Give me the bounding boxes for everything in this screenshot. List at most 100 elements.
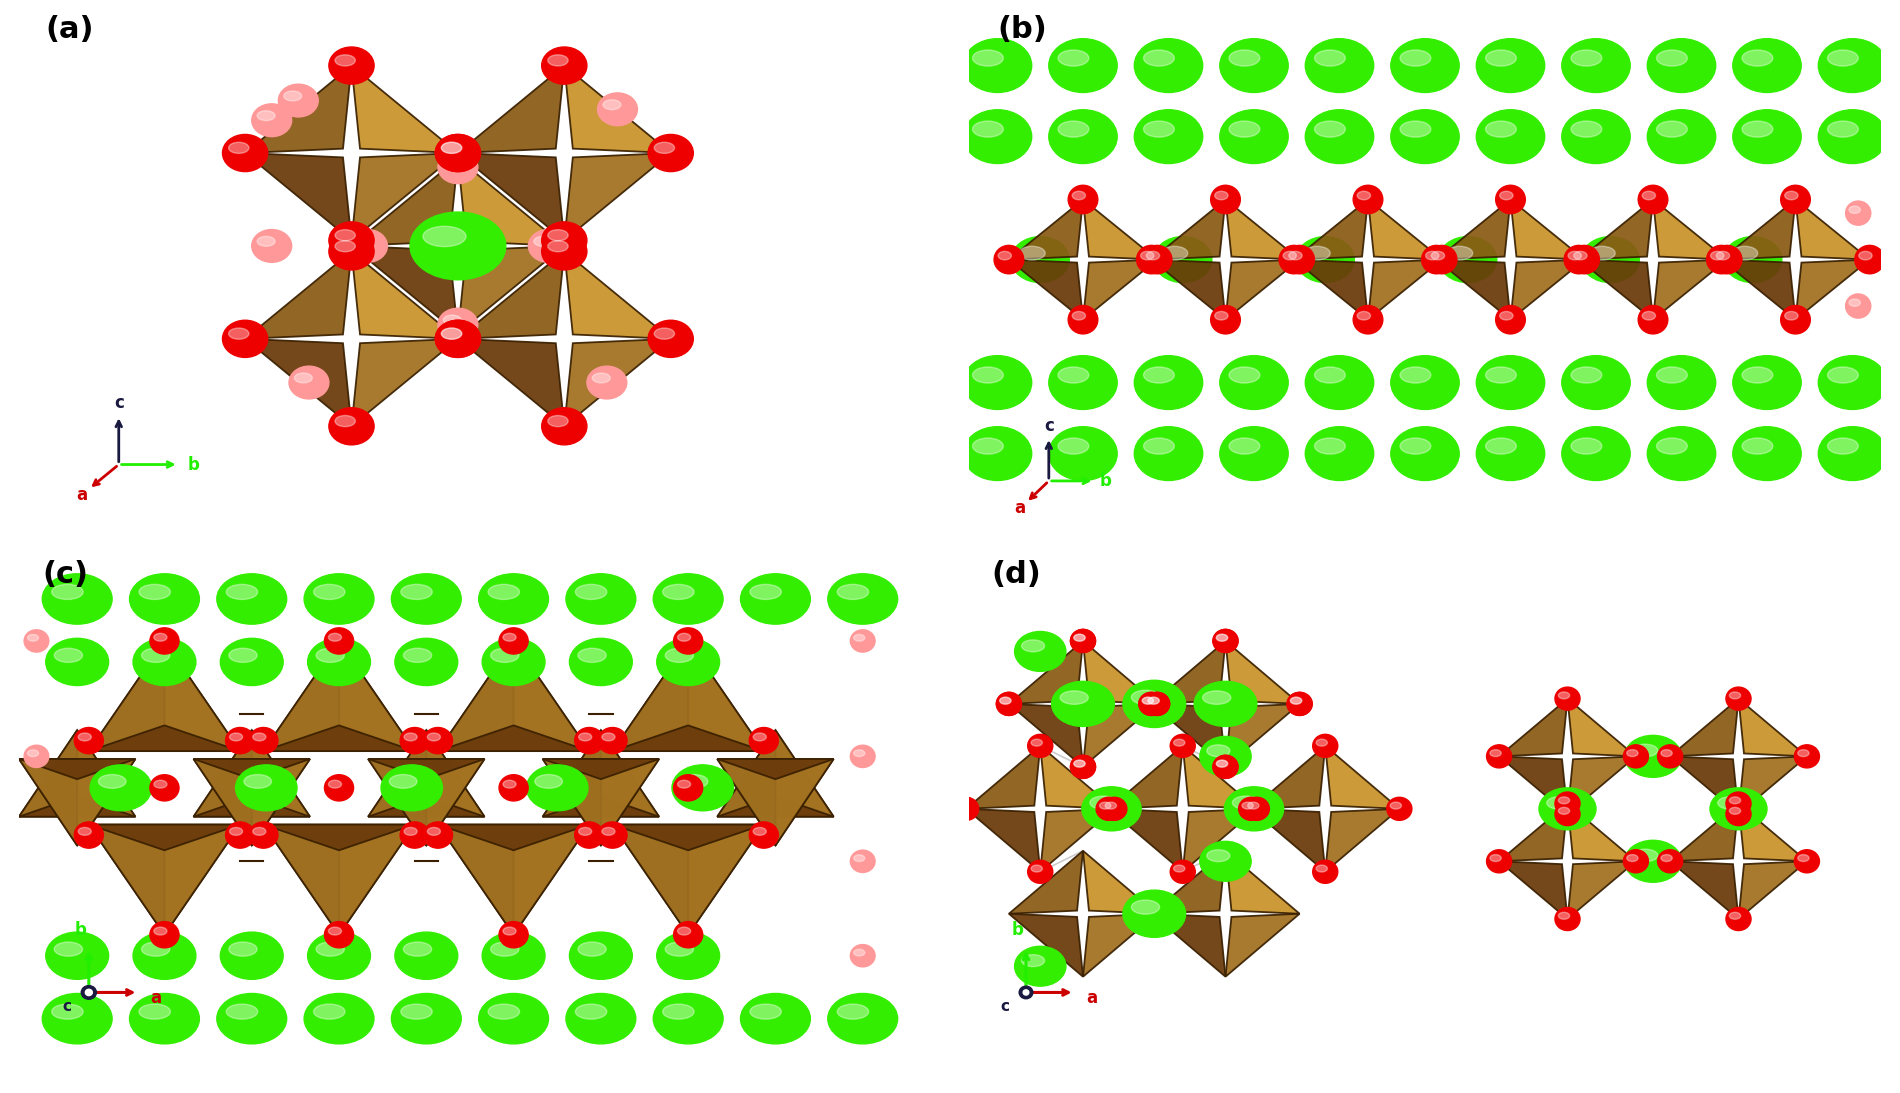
Ellipse shape <box>580 827 591 835</box>
Ellipse shape <box>1391 355 1459 410</box>
Polygon shape <box>458 158 564 246</box>
Ellipse shape <box>578 942 606 956</box>
Ellipse shape <box>488 1004 519 1019</box>
Ellipse shape <box>828 994 897 1044</box>
Ellipse shape <box>435 134 481 172</box>
Ellipse shape <box>996 692 1022 716</box>
Text: (a): (a) <box>46 15 95 44</box>
Ellipse shape <box>593 373 610 383</box>
Ellipse shape <box>838 1004 868 1019</box>
Ellipse shape <box>1725 907 1752 930</box>
Polygon shape <box>89 640 165 751</box>
Ellipse shape <box>1290 697 1302 704</box>
Ellipse shape <box>314 585 346 599</box>
Ellipse shape <box>230 733 243 741</box>
Ellipse shape <box>25 630 49 653</box>
Ellipse shape <box>1305 109 1374 164</box>
Ellipse shape <box>1072 191 1085 200</box>
Ellipse shape <box>1638 185 1668 213</box>
Ellipse shape <box>576 585 606 599</box>
Ellipse shape <box>391 994 462 1044</box>
Ellipse shape <box>665 648 694 662</box>
Polygon shape <box>245 66 352 153</box>
Polygon shape <box>543 759 600 846</box>
Ellipse shape <box>1571 438 1602 454</box>
Polygon shape <box>1568 698 1636 756</box>
Ellipse shape <box>139 1004 171 1019</box>
Polygon shape <box>369 797 484 816</box>
Ellipse shape <box>154 633 167 642</box>
Polygon shape <box>369 730 484 816</box>
Ellipse shape <box>1716 251 1729 260</box>
Ellipse shape <box>1248 802 1260 809</box>
Ellipse shape <box>1797 855 1809 861</box>
Polygon shape <box>564 66 671 153</box>
Ellipse shape <box>1729 913 1740 919</box>
Polygon shape <box>1252 745 1326 809</box>
Ellipse shape <box>1647 109 1716 164</box>
Ellipse shape <box>150 921 179 948</box>
Ellipse shape <box>1288 251 1302 260</box>
Ellipse shape <box>329 780 342 788</box>
Ellipse shape <box>1170 734 1195 757</box>
Polygon shape <box>1670 803 1738 861</box>
Ellipse shape <box>405 827 418 835</box>
Polygon shape <box>437 824 589 850</box>
Ellipse shape <box>1070 630 1096 653</box>
Ellipse shape <box>74 728 103 754</box>
Polygon shape <box>1083 704 1157 767</box>
Ellipse shape <box>574 728 604 754</box>
Polygon shape <box>1226 640 1300 704</box>
Polygon shape <box>1009 199 1083 259</box>
Polygon shape <box>89 824 165 935</box>
Ellipse shape <box>1357 191 1370 200</box>
Ellipse shape <box>1216 760 1227 767</box>
Polygon shape <box>600 730 659 816</box>
Polygon shape <box>612 824 764 850</box>
Ellipse shape <box>973 367 1003 383</box>
Ellipse shape <box>1712 246 1742 273</box>
Circle shape <box>82 986 97 999</box>
Ellipse shape <box>674 921 703 948</box>
Polygon shape <box>194 759 310 779</box>
Polygon shape <box>1499 756 1568 814</box>
Polygon shape <box>458 339 564 426</box>
Ellipse shape <box>1562 355 1630 410</box>
Ellipse shape <box>1391 802 1402 809</box>
Ellipse shape <box>1729 797 1740 803</box>
Ellipse shape <box>542 233 587 270</box>
Polygon shape <box>264 824 414 850</box>
Polygon shape <box>1294 259 1368 319</box>
Ellipse shape <box>154 927 167 935</box>
Ellipse shape <box>1134 109 1203 164</box>
Ellipse shape <box>1284 246 1315 273</box>
Ellipse shape <box>542 47 587 84</box>
Ellipse shape <box>1049 38 1117 93</box>
Ellipse shape <box>443 157 462 167</box>
Ellipse shape <box>1661 855 1672 861</box>
Ellipse shape <box>752 733 766 741</box>
Polygon shape <box>251 730 310 816</box>
Ellipse shape <box>678 633 690 642</box>
Ellipse shape <box>1784 312 1797 320</box>
Ellipse shape <box>1391 38 1459 93</box>
Polygon shape <box>1368 259 1442 319</box>
Ellipse shape <box>329 222 374 259</box>
Ellipse shape <box>1279 246 1309 273</box>
Ellipse shape <box>74 822 103 848</box>
Ellipse shape <box>308 932 370 979</box>
Ellipse shape <box>1144 50 1174 66</box>
Ellipse shape <box>46 638 108 685</box>
Ellipse shape <box>673 765 733 811</box>
Text: (d): (d) <box>992 561 1041 589</box>
Ellipse shape <box>27 750 38 756</box>
Ellipse shape <box>1102 797 1127 821</box>
Polygon shape <box>1009 914 1083 977</box>
Ellipse shape <box>574 822 604 848</box>
Text: a: a <box>150 989 162 1007</box>
Ellipse shape <box>1049 109 1117 164</box>
Polygon shape <box>1009 259 1083 319</box>
Ellipse shape <box>648 134 694 172</box>
Ellipse shape <box>1353 185 1383 213</box>
Ellipse shape <box>1315 367 1345 383</box>
